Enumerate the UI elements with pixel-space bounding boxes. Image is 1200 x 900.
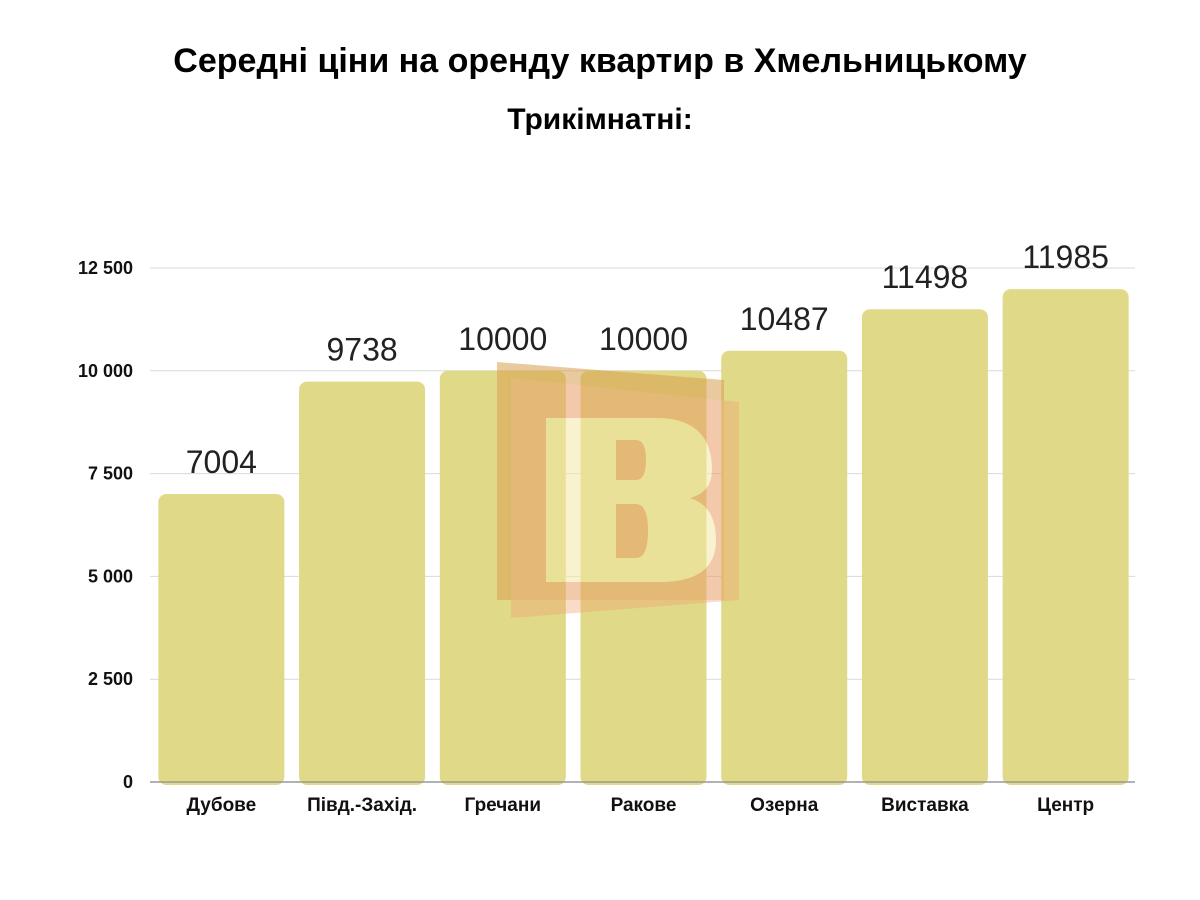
data-label: 10000 xyxy=(599,321,688,357)
x-tick-label: Виставка xyxy=(881,795,969,816)
x-tick-label: Півд.-Захід. xyxy=(307,795,417,816)
data-label: 7004 xyxy=(186,444,257,480)
y-tick-label: 10 000 xyxy=(78,361,133,381)
x-tick-label: Ракове xyxy=(611,795,677,816)
data-labels: 7004 9738 10000 10000 10487 11498 11985 xyxy=(186,239,1109,480)
x-tick-label: Озерна xyxy=(750,795,819,816)
bar xyxy=(861,309,988,785)
x-tick-label: Центр xyxy=(1037,795,1094,816)
data-label: 11498 xyxy=(882,259,969,295)
chart-title: Середні ціни на оренду квартир в Хмельни… xyxy=(173,42,1027,80)
chart-subtitle: Трикімнатні: xyxy=(507,103,693,136)
bar xyxy=(1002,289,1129,785)
y-tick-label: 5 000 xyxy=(88,566,133,586)
bar xyxy=(299,381,426,785)
y-tick-label: 2 500 xyxy=(88,669,133,689)
bar xyxy=(158,493,285,785)
bar xyxy=(721,350,848,785)
x-tick-label: Дубове xyxy=(187,795,257,816)
data-label: 10000 xyxy=(458,321,547,357)
y-tick-label: 7 500 xyxy=(88,464,133,484)
y-tick-label: 12 500 xyxy=(78,258,133,278)
data-label: 11985 xyxy=(1022,239,1109,275)
x-axis-ticks: Дубове Півд.-Захід. Гречани Ракове Озерна Вис… xyxy=(187,795,1095,816)
y-tick-label: 0 xyxy=(123,772,133,792)
data-label: 9738 xyxy=(326,332,397,368)
y-axis-ticks: 0 2 500 5 000 7 500 10 000 12 500 xyxy=(78,258,133,792)
data-label: 10487 xyxy=(740,301,829,337)
watermark-logo xyxy=(497,362,739,618)
x-tick-label: Гречани xyxy=(465,795,542,816)
